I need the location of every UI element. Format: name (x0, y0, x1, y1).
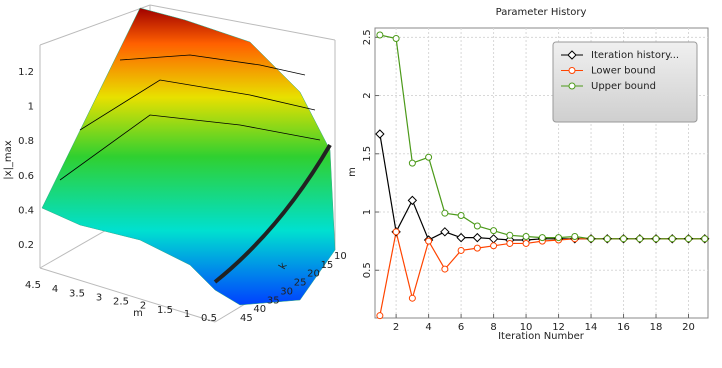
x-axis-label: m (133, 308, 143, 319)
z-tick-label: 0.2 (18, 240, 34, 251)
marker (457, 212, 465, 220)
marker (457, 246, 465, 254)
y-tick-label: 1 (362, 209, 373, 215)
y-tick-label: 15 (321, 260, 334, 271)
x-tick-label: 20 (682, 322, 695, 333)
z-tick-label: 1 (28, 102, 34, 113)
x-tick-label: 4 (52, 284, 58, 295)
marker (473, 244, 481, 252)
marker (392, 34, 400, 42)
marker (425, 153, 433, 161)
x-tick-label: 1 (184, 309, 190, 320)
x-tick-label: 8 (490, 322, 496, 333)
ridge-curve (213, 143, 332, 284)
x-tick-label: 3 (96, 292, 102, 303)
y-tick-label: 35 (267, 295, 280, 306)
y-tick-label: 1.5 (362, 146, 373, 162)
y-tick-label: 30 (280, 286, 293, 297)
marker (668, 235, 676, 243)
z-tick-label: 0.6 (18, 171, 34, 182)
marker (408, 294, 416, 302)
marker (375, 129, 385, 139)
marker (603, 235, 611, 243)
x-tick-label: 16 (617, 322, 630, 333)
marker (522, 239, 530, 247)
x-tick-label: 10 (520, 322, 533, 333)
marker (407, 195, 418, 206)
chart-title: Parameter History (496, 7, 587, 18)
y-tick-label: 45 (240, 313, 253, 324)
surface (41, 7, 336, 306)
legend-box (552, 41, 698, 123)
z-tick-label: 1.2 (18, 67, 34, 78)
legend: Iteration history... Lower bound Upper bou… (552, 41, 698, 123)
marker (456, 232, 466, 243)
marker (685, 235, 693, 243)
marker (538, 234, 546, 242)
z-axis-label: |x|_max (3, 140, 14, 180)
marker (441, 209, 449, 217)
legend-label: Lower bound (591, 66, 656, 77)
y-tick-label: 2.5 (362, 29, 373, 45)
marker (425, 237, 433, 245)
z-tick-label: 0.4 (18, 205, 34, 216)
marker (408, 159, 416, 167)
x-tick-label: 1.5 (157, 305, 173, 316)
marker (636, 235, 644, 243)
marker (568, 67, 576, 74)
z-tick-label: 0.8 (18, 136, 34, 147)
marker (376, 31, 384, 39)
x-tick-label: 2.5 (113, 297, 129, 308)
y-tick-label: 2 (362, 92, 373, 98)
marker (441, 265, 449, 273)
marker (490, 227, 498, 235)
x-tick-label: 3.5 (69, 288, 85, 299)
x-tick-label: 14 (585, 322, 598, 333)
x-tick-label: 6 (458, 322, 464, 333)
y-tick-label: 40 (253, 304, 266, 315)
marker (473, 222, 481, 230)
marker (472, 232, 483, 243)
marker (587, 235, 595, 243)
contour (79, 79, 316, 131)
marker (522, 232, 530, 240)
marker (568, 82, 576, 90)
legend-label: Upper bound (591, 81, 656, 92)
x-tick-label: 18 (650, 322, 663, 333)
marker (620, 235, 628, 243)
contour (119, 54, 306, 76)
x-tick-label: 12 (552, 322, 565, 333)
marker (506, 239, 514, 247)
x-tick-label: 2 (140, 301, 146, 312)
x-tick-label: 0.5 (201, 313, 217, 324)
marker (701, 235, 709, 243)
x-tick-label: 4 (425, 322, 431, 333)
y-axis-label: m (347, 167, 358, 177)
marker (392, 228, 400, 236)
contour (59, 114, 321, 181)
marker (571, 232, 579, 240)
marker (490, 242, 498, 250)
y-tick-label: 10 (334, 251, 347, 262)
marker (376, 312, 384, 320)
x-tick-label: 4.5 (25, 280, 41, 291)
x-tick-label: 2 (393, 322, 399, 333)
y-axis-label: k (277, 261, 290, 272)
x-axis-label: Iteration Number (498, 331, 585, 342)
marker (567, 50, 577, 60)
y-tick-label: 20 (307, 269, 320, 280)
y-tick-label: 25 (294, 278, 307, 289)
y-tick-label: 0.5 (362, 262, 373, 278)
marker (506, 231, 514, 239)
marker (652, 235, 660, 243)
legend-label: Iteration history... (591, 50, 679, 61)
marker (555, 234, 563, 242)
marker (440, 227, 450, 237)
